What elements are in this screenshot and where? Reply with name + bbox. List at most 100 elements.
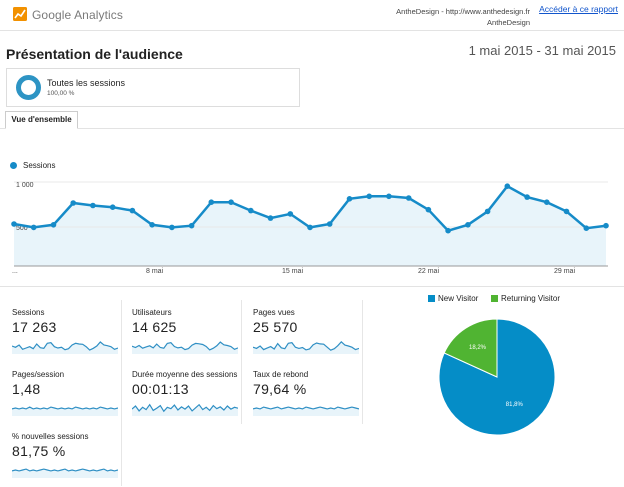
sessions-point[interactable] bbox=[11, 221, 17, 227]
sessions-point[interactable] bbox=[484, 208, 491, 215]
sessions-point[interactable] bbox=[149, 222, 155, 228]
metric-tile-users[interactable]: Utilisateurs 14 625 bbox=[126, 300, 242, 362]
sparkline-area bbox=[12, 342, 118, 354]
y-tick-label-1000: 1 000 bbox=[16, 182, 34, 189]
metric-value: 79,64 % bbox=[253, 381, 307, 397]
sessions-point[interactable] bbox=[228, 199, 234, 205]
chart-legend[interactable]: Sessions bbox=[10, 161, 55, 170]
metric-sparkline bbox=[253, 406, 359, 416]
metric-label: Taux de rebond bbox=[253, 370, 309, 379]
sessions-point[interactable] bbox=[169, 224, 175, 231]
header-divider bbox=[0, 30, 624, 31]
pie-slice-label: 81,8% bbox=[506, 402, 524, 408]
sessions-point[interactable] bbox=[50, 222, 57, 228]
sparkline-line bbox=[12, 406, 118, 410]
pie-legend-returning-label: Returning Visitor bbox=[501, 294, 560, 303]
sessions-point[interactable] bbox=[465, 222, 471, 228]
metric-tile-pages-per-session[interactable]: Pages/session 1,48 bbox=[6, 362, 122, 424]
metric-label: Durée moyenne des sessions bbox=[132, 370, 238, 379]
metric-sparkline bbox=[132, 341, 238, 354]
metric-tile-bounce-rate[interactable]: Taux de rebond 79,64 % bbox=[247, 362, 363, 424]
section-divider bbox=[0, 286, 624, 287]
pie-legend-returning[interactable]: Returning Visitor bbox=[491, 294, 560, 303]
metric-tile-new-sessions-rate[interactable]: % nouvelles sessions 81,75 % bbox=[6, 424, 122, 486]
pie-slice-new-visitor[interactable] bbox=[438, 318, 556, 436]
sparkline-line bbox=[253, 406, 359, 410]
x-tick-label-29-mai: 29 mai bbox=[554, 268, 575, 275]
sessions-point[interactable] bbox=[346, 196, 353, 202]
sessions-point[interactable] bbox=[544, 199, 550, 205]
pie-slice-label: 18,2% bbox=[469, 345, 487, 351]
sessions-point[interactable] bbox=[504, 183, 511, 189]
sessions-point[interactable] bbox=[366, 193, 373, 200]
legend-label-sessions: Sessions bbox=[23, 161, 56, 170]
metric-sparkline bbox=[253, 340, 359, 354]
account-name: AntheDesign bbox=[487, 18, 530, 27]
page-title: Présentation de l'audience bbox=[6, 46, 183, 62]
legend-swatch-returning-icon bbox=[491, 295, 498, 302]
sessions-point[interactable] bbox=[524, 194, 530, 200]
metric-value: 1,48 bbox=[12, 381, 41, 397]
tab-bar-divider bbox=[0, 128, 624, 129]
app-header: Google Analytics AntheDesign - http://ww… bbox=[0, 0, 624, 30]
sessions-area bbox=[14, 186, 606, 266]
tab-overview[interactable]: Vue d'ensemble bbox=[5, 111, 78, 129]
visitor-type-pie-chart[interactable]: 81,8% 18,2% bbox=[437, 317, 557, 437]
metric-value: 25 570 bbox=[253, 319, 298, 335]
pie-legend-new[interactable]: New Visitor bbox=[428, 294, 478, 303]
metric-value: 81,75 % bbox=[12, 443, 66, 459]
sparkline-area bbox=[12, 407, 118, 416]
sessions-point[interactable] bbox=[109, 204, 116, 210]
metric-label: Sessions bbox=[12, 308, 45, 317]
metric-sparkline bbox=[12, 341, 118, 354]
metric-sparkline bbox=[12, 468, 118, 478]
metric-value: 00:01:13 bbox=[132, 381, 189, 397]
sessions-point[interactable] bbox=[287, 211, 294, 217]
metric-tile-pageviews[interactable]: Pages vues 25 570 bbox=[247, 300, 363, 362]
segment-ring-icon bbox=[16, 75, 41, 100]
sessions-point[interactable] bbox=[583, 225, 590, 231]
sessions-point[interactable] bbox=[30, 224, 37, 231]
metric-tile-avg-session-duration[interactable]: Durée moyenne des sessions 00:01:13 bbox=[126, 362, 242, 424]
sessions-point[interactable] bbox=[563, 208, 570, 215]
sessions-point[interactable] bbox=[603, 222, 609, 229]
metric-tile-sessions[interactable]: Sessions 17 263 bbox=[6, 300, 122, 362]
pie-legend-new-label: New Visitor bbox=[438, 294, 479, 303]
sessions-point[interactable] bbox=[386, 193, 392, 200]
sessions-point[interactable] bbox=[188, 222, 195, 229]
sessions-line-chart[interactable]: 1 000 500 ... 8 mai 15 mai 22 mai 29 mai bbox=[0, 175, 624, 280]
segment-percent: 100,00 % bbox=[47, 90, 75, 97]
account-info: AntheDesign - http://www.anthedesign.fr … bbox=[396, 6, 530, 28]
sessions-point[interactable] bbox=[208, 199, 215, 205]
legend-dot-icon bbox=[10, 162, 17, 169]
sparkline-line bbox=[253, 340, 359, 351]
sparkline-line bbox=[12, 341, 118, 351]
sessions-point[interactable] bbox=[248, 207, 254, 214]
sessions-point[interactable] bbox=[405, 195, 412, 201]
y-tick-label-500: 500 bbox=[16, 225, 28, 232]
access-report-link[interactable]: Accéder à ce rapport bbox=[539, 4, 618, 14]
segment-selector[interactable]: Toutes les sessions 100,00 % bbox=[6, 68, 300, 107]
pie-slice-returning-visitor[interactable] bbox=[443, 318, 498, 378]
x-tick-label-22-mai: 22 mai bbox=[418, 268, 439, 275]
sessions-point[interactable] bbox=[267, 215, 274, 221]
sparkline-area bbox=[132, 342, 238, 354]
sessions-point[interactable] bbox=[445, 227, 451, 234]
sessions-point[interactable] bbox=[129, 207, 136, 214]
sparkline-line bbox=[132, 341, 238, 351]
date-range-picker[interactable]: 1 mai 2015 - 31 mai 2015 bbox=[468, 43, 616, 58]
x-tick-label-8-mai: 8 mai bbox=[146, 268, 164, 275]
metric-label: Utilisateurs bbox=[132, 308, 172, 317]
sessions-point[interactable] bbox=[70, 200, 76, 206]
app-logo-text: Google Analytics bbox=[32, 8, 123, 22]
metric-sparkline bbox=[132, 403, 238, 416]
sparkline-area bbox=[253, 341, 359, 354]
segment-name: Toutes les sessions bbox=[47, 78, 126, 88]
sparkline-area bbox=[12, 469, 118, 478]
metric-sparkline bbox=[12, 406, 118, 416]
sessions-point[interactable] bbox=[90, 202, 96, 209]
sessions-point[interactable] bbox=[425, 206, 432, 213]
sessions-point[interactable] bbox=[307, 224, 313, 231]
sparkline-area bbox=[253, 407, 359, 416]
sessions-point[interactable] bbox=[326, 221, 333, 227]
